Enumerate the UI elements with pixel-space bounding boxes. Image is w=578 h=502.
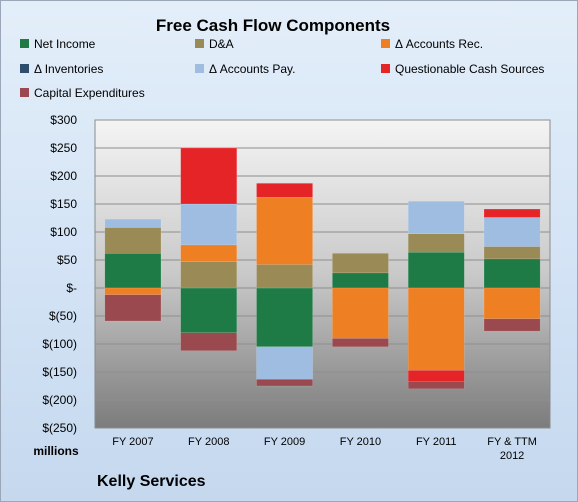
legend-label: Net Income [34,37,96,51]
bar-net-income-fy-ttm-2012 [483,258,541,289]
bar-net-income-fy-2010 [332,272,389,289]
bar-capital-expenditures-fy-2010 [332,338,389,348]
bar-capital-expenditures-fy-2008 [180,332,238,351]
bar-accounts-rec-fy-2007 [104,287,162,295]
bar-accounts-pay-fy-ttm-2012 [483,217,541,247]
legend-swatch [381,39,390,48]
company-name: Kelly Services [97,473,206,490]
legend-label: Δ Accounts Rec. [395,37,483,51]
legend-label: Capital Expenditures [34,86,145,100]
legend-swatch [195,64,204,73]
x-tick-label: FY 2010 [340,436,381,448]
chart-title: Free Cash Flow Components [156,16,390,35]
bar-net-income-fy-2011 [407,251,465,289]
legend-item-d-a: D&A [195,37,234,51]
legend-label: Δ Inventories [34,62,103,76]
y-tick-label: $- [66,281,77,295]
bar-d-a-fy-2008 [180,261,238,289]
legend-swatch [20,88,29,97]
bar-capital-expenditures-fy-ttm-2012 [483,318,541,332]
x-axis-ticks: FY 2007 FY 2008 FY 2009 FY 2010 FY 2011 FY & … [112,436,537,462]
legend-item-accounts-rec: Δ Accounts Rec. [381,37,483,51]
legend-label: Questionable Cash Sources [395,62,544,76]
bar-d-a-fy-2009 [256,264,313,289]
legend-swatch [381,64,390,73]
y-tick-label: $(100) [42,337,77,351]
units-label: millions [33,444,79,458]
bar-d-a-fy-2011 [407,233,465,253]
x-tick-label: FY & TTM 2012 [487,436,537,462]
bar-d-a-fy-ttm-2012 [483,246,541,260]
legend-swatch [20,64,29,73]
x-tick-label: FY 2007 [112,436,153,448]
bar-accounts-rec-fy-ttm-2012 [483,287,541,320]
bar-d-a-fy-2010 [332,253,389,274]
y-tick-label: $(150) [42,365,77,379]
bar-questionable-cash-sources-fy-2008 [180,147,238,205]
y-tick-label: $(250) [42,421,77,435]
legend-swatch [195,39,204,48]
y-tick-label: $50 [57,253,77,267]
y-tick-label: $150 [50,197,77,211]
y-tick-label: $250 [50,141,77,155]
y-axis-ticks: $300 $250 $200 $150 $100 $50 $- $(50) $(100) $(15… [42,113,77,435]
x-tick-label: FY 2008 [188,436,229,448]
bar-accounts-pay-fy-2008 [180,203,238,246]
bar-accounts-pay-fy-2009 [256,346,313,380]
legend-item-net-income: Net Income [20,37,96,51]
y-tick-label: $(50) [49,309,77,323]
bar-net-income-fy-2009 [256,287,313,348]
bar-accounts-pay-fy-2011 [407,200,465,234]
bar-d-a-fy-2007 [104,227,162,254]
bar-capital-expenditures-fy-2007 [104,294,162,322]
legend-swatch [20,39,29,48]
x-tick-label: FY 2011 [416,436,457,448]
bar-questionable-cash-sources-fy-2009 [256,183,313,198]
x-tick-label: FY 2009 [264,436,305,448]
legend-item-questionable-cash-sources: Questionable Cash Sources [381,62,544,76]
bar-accounts-pay-fy-2007 [104,218,162,228]
plot-area [94,119,551,429]
y-tick-label: $300 [50,113,77,127]
bar-net-income-fy-2008 [180,287,238,334]
legend-item-inventories: Δ Inventories [20,62,103,76]
gridlines [95,119,550,429]
legend-label: D&A [209,37,234,51]
y-tick-label: $200 [50,169,77,183]
bar-questionable-cash-sources-fy-ttm-2012 [483,208,541,218]
bars [104,147,541,390]
bar-capital-expenditures-fy-2009 [256,379,313,387]
bar-net-income-fy-2007 [104,253,162,289]
legend-item-capital-expenditures: Capital Expenditures [20,86,145,100]
bar-accounts-rec-fy-2009 [256,197,313,265]
legend-label: Δ Accounts Pay. [209,62,296,76]
legend: Net Income D&A Δ Accounts Rec. Δ Inventorie… [20,37,544,100]
bar-accounts-rec-fy-2011 [407,287,465,371]
legend-item-accounts-pay: Δ Accounts Pay. [195,62,296,76]
y-tick-label: $100 [50,225,77,239]
bar-accounts-rec-fy-2008 [180,244,238,262]
y-tick-label: $(200) [42,393,77,407]
bar-capital-expenditures-fy-2011 [407,381,465,390]
bar-accounts-rec-fy-2010 [332,287,389,339]
bar-questionable-cash-sources-fy-2011 [407,370,465,382]
